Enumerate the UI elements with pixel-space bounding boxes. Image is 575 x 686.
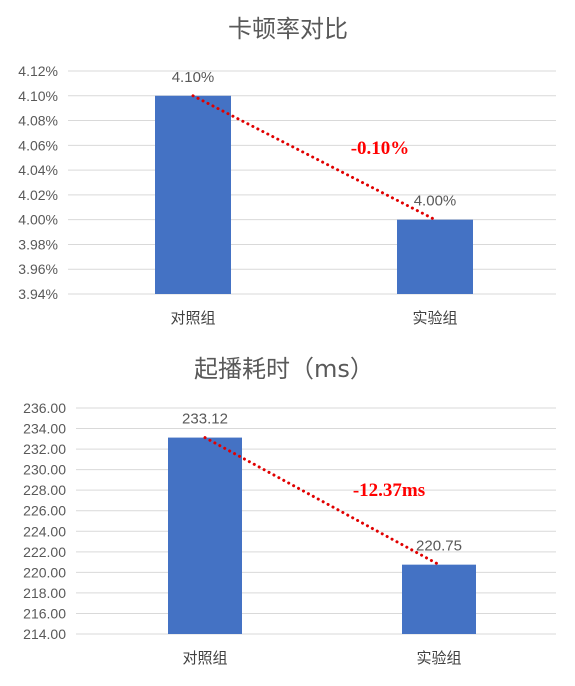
y-tick-label: 4.12% (18, 63, 58, 79)
chart-startup-time: 起播耗时（ms） 214.00216.00218.00220.00222.002… (23, 355, 556, 667)
y-tick-label: 4.08% (18, 113, 58, 129)
data-labels: 4.10% 4.00% (172, 69, 457, 210)
y-tick-label: 3.94% (18, 286, 58, 302)
y-tick-label: 4.04% (18, 162, 58, 178)
bar-experiment (397, 219, 473, 294)
y-tick-label: 232.00 (23, 441, 66, 457)
chart-title: 卡顿率对比 (228, 15, 348, 43)
y-tick-label: 220.00 (23, 564, 66, 580)
bars (155, 95, 473, 295)
bar-experiment (402, 564, 476, 634)
y-tick-label: 4.06% (18, 137, 58, 153)
data-label: 220.75 (416, 538, 462, 555)
y-tick-label: 230.00 (23, 462, 66, 478)
y-tick-label: 218.00 (23, 585, 66, 601)
x-axis-categories: 对照组 实验组 (182, 649, 461, 667)
bars (168, 437, 476, 634)
y-tick-label: 236.00 (23, 400, 66, 416)
y-tick-label: 234.00 (23, 421, 66, 437)
x-category-label: 实验组 (416, 649, 461, 667)
x-category-label: 实验组 (412, 309, 457, 327)
trend-line (203, 436, 441, 567)
data-label: 4.10% (172, 69, 215, 86)
x-category-label: 对照组 (182, 649, 227, 667)
y-tick-label: 4.10% (18, 88, 58, 104)
bar-control (168, 437, 242, 634)
chart-stutter-rate: 卡顿率对比 3.94% 3.96% 3.98% 4.00% 4.02% 4.04% 4.06… (18, 15, 556, 327)
y-tick-label: 226.00 (23, 503, 66, 519)
data-labels: 233.12 220.75 (182, 411, 462, 555)
y-tick-label: 4.02% (18, 187, 58, 203)
x-category-label: 对照组 (170, 309, 215, 327)
trend-line (191, 94, 437, 222)
gridlines (68, 70, 556, 295)
y-tick-label: 222.00 (23, 544, 66, 560)
x-axis-categories: 对照组 实验组 (170, 309, 457, 327)
y-axis-ticks: 214.00 216.00 218.00 220.00 222.00 224.00 226.… (23, 400, 66, 642)
y-tick-label: 224.00 (23, 523, 66, 539)
y-tick-label: 4.00% (18, 212, 58, 228)
difference-label: -12.37ms (353, 480, 425, 501)
chart-title: 起播耗时（ms） (194, 355, 374, 383)
gridlines (76, 407, 556, 635)
data-label: 233.12 (182, 411, 228, 428)
bar-control (155, 95, 231, 295)
y-tick-label: 3.98% (18, 236, 58, 252)
y-axis-ticks: 3.94% 3.96% 3.98% 4.00% 4.02% 4.04% 4.06% 4.08%… (18, 63, 58, 302)
difference-label: -0.10% (351, 138, 410, 159)
y-tick-label: 216.00 (23, 605, 66, 621)
data-label: 4.00% (414, 193, 457, 210)
y-tick-label: 214.00 (23, 626, 66, 642)
y-tick-label: 228.00 (23, 482, 66, 498)
y-tick-label: 3.96% (18, 261, 58, 277)
